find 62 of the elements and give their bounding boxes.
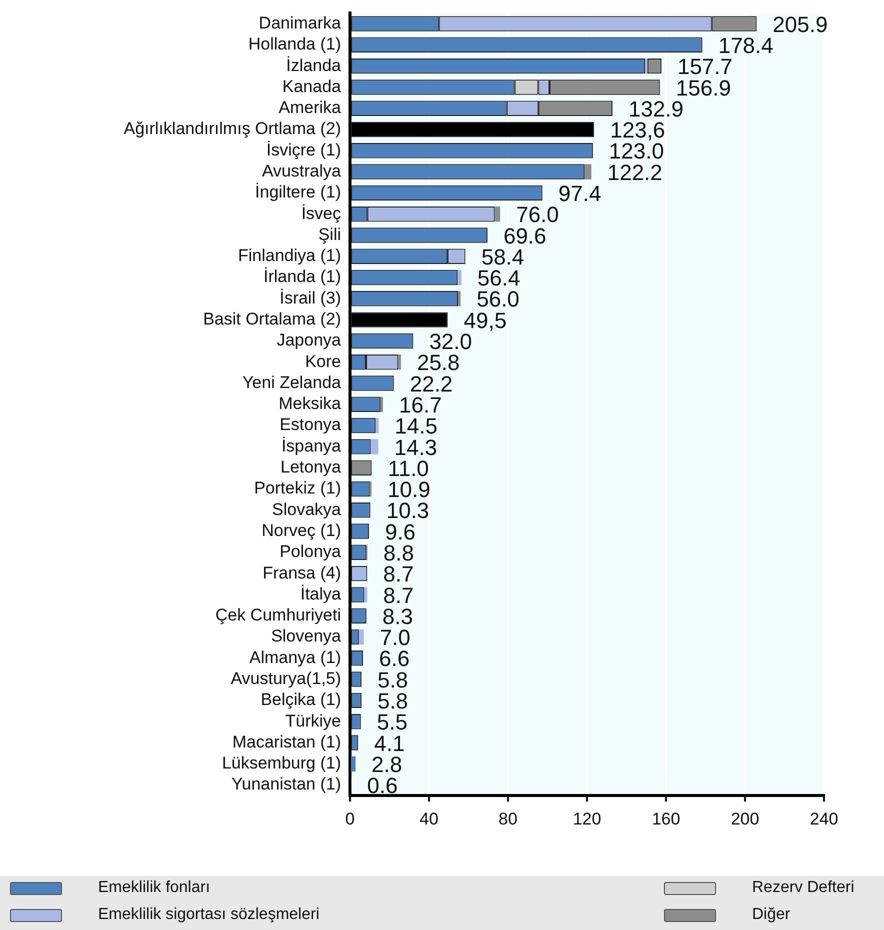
legend-label: Diğer bbox=[752, 906, 790, 924]
y-tick-label: Polonya bbox=[280, 542, 342, 562]
y-tick-label: Meksika bbox=[278, 394, 342, 414]
y-tick-label: Yeni Zelanda bbox=[242, 372, 342, 392]
y-tick-label: Slovakya bbox=[272, 500, 342, 519]
y-tick-label: İsviçre (1) bbox=[266, 140, 341, 160]
y-tick-label: Kore bbox=[305, 352, 341, 371]
y-tick-label: Şili bbox=[318, 224, 341, 244]
total-label: 97.4 bbox=[558, 181, 602, 206]
y-tick-label: Norveç (1) bbox=[262, 520, 341, 540]
y-tick-label: Macaristan (1) bbox=[232, 732, 341, 752]
bar bbox=[398, 354, 401, 370]
total-label: 122.2 bbox=[607, 160, 662, 185]
bar bbox=[351, 756, 356, 772]
y-tick-label: Avusturya(1,5) bbox=[230, 668, 341, 688]
y-tick-label: Fransa (4) bbox=[262, 563, 341, 582]
y-tick-label: İzlanda bbox=[286, 56, 342, 75]
y-tick-label: Ağırlıklandırılmış Ortlama (2) bbox=[124, 119, 341, 138]
y-tick-label: Estonya bbox=[280, 415, 342, 434]
y-tick-label: Danimarka bbox=[258, 13, 342, 32]
legend-label: Emeklilik sigortası sözleşmeleri bbox=[98, 906, 320, 924]
y-tick-label: İsrail (3) bbox=[280, 288, 341, 308]
bar bbox=[458, 291, 461, 306]
x-tick-label: 0 bbox=[345, 809, 355, 828]
y-tick-label: Almanya (1) bbox=[249, 648, 341, 667]
y-tick-label: Finlandiya (1) bbox=[238, 246, 341, 266]
y-tick-label: Lüksemburg (1) bbox=[222, 754, 341, 773]
legend-label: Rezerv Defteri bbox=[752, 879, 854, 897]
bar bbox=[458, 270, 462, 286]
y-tick-label: Yunanistan (1) bbox=[231, 774, 341, 794]
bar bbox=[364, 587, 368, 602]
y-tick-label: Japonya bbox=[276, 330, 342, 350]
x-tick-label: 40 bbox=[420, 809, 438, 828]
x-tick-label: 240 bbox=[810, 809, 838, 828]
bar bbox=[376, 418, 379, 434]
y-tick-label: İtalya bbox=[300, 584, 342, 604]
y-tick-label: İngiltere (1) bbox=[255, 182, 341, 202]
bar bbox=[584, 164, 592, 180]
y-tick-label: İsveç bbox=[301, 204, 342, 223]
y-tick-label: Türkiye bbox=[285, 711, 341, 730]
bar bbox=[358, 629, 364, 645]
bar bbox=[380, 396, 383, 412]
bar bbox=[370, 439, 378, 454]
x-tick-label: 160 bbox=[652, 809, 680, 828]
y-tick-label: Avustralya bbox=[262, 161, 342, 180]
total-label: 205.9 bbox=[772, 12, 828, 37]
y-tick-label: Belçika (1) bbox=[260, 690, 341, 710]
x-tick-label: 80 bbox=[498, 809, 518, 828]
y-tick-label: Amerika bbox=[278, 98, 342, 118]
y-tick-label: Kanada bbox=[282, 76, 342, 96]
y-tick-label: İspanya bbox=[281, 436, 342, 456]
y-tick-label: Çek Cumhuriyeti bbox=[215, 606, 341, 625]
x-tick-label: 200 bbox=[730, 809, 760, 828]
y-tick-label: Letonya bbox=[280, 458, 342, 477]
legend-label: Emeklilik fonları bbox=[98, 879, 210, 897]
y-tick-label: İrlanda (1) bbox=[264, 267, 341, 286]
y-tick-label: Basit Ortalama (2) bbox=[203, 310, 341, 329]
y-tick-label: Portekiz (1) bbox=[254, 478, 341, 498]
y-tick-label: Slovenya bbox=[271, 626, 342, 646]
x-tick-label: 120 bbox=[572, 809, 602, 828]
bar bbox=[494, 206, 500, 222]
y-tick-label: Hollanda (1) bbox=[248, 34, 341, 54]
